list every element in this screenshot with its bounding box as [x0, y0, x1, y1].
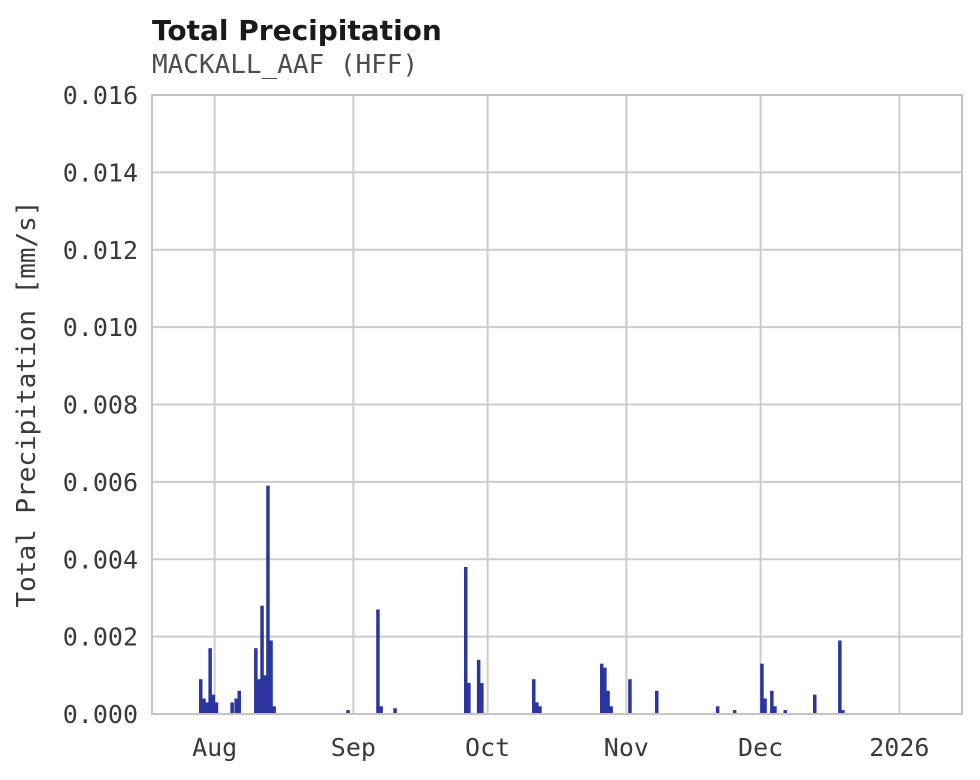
precipitation-bar [199, 679, 203, 714]
precipitation-bar [230, 702, 234, 714]
precipitation-bar [783, 710, 787, 714]
x-tick-label: Oct [465, 733, 510, 762]
precipitation-bar [603, 667, 607, 714]
y-tick-label: 0.012 [63, 236, 138, 265]
precipitation-bar [732, 710, 737, 714]
precipitation-bar [269, 640, 273, 714]
x-tick-label: Dec [738, 733, 783, 762]
y-tick-label: 0.002 [63, 623, 138, 652]
precipitation-bar [214, 702, 219, 714]
precipitation-bar [263, 675, 267, 714]
precipitation-bar [535, 702, 539, 714]
precipitation-bar [655, 690, 659, 714]
precipitation-bar [379, 706, 383, 714]
precipitation-bar [480, 683, 484, 714]
precipitation-bar [211, 694, 216, 714]
precipitation-bar [606, 690, 610, 714]
precipitation-bar [346, 710, 350, 714]
precipitation-bar [628, 679, 632, 714]
y-tick-label: 0.014 [63, 158, 138, 187]
precipitation-bar [532, 679, 536, 714]
precipitation-bar [208, 648, 212, 714]
precipitation-bar [376, 609, 380, 714]
precipitation-bar [770, 690, 774, 714]
precipitation-bar [266, 485, 270, 714]
precipitation-bar [600, 663, 604, 714]
precipitation-bar [205, 702, 209, 714]
precipitation-bar [838, 640, 842, 714]
y-tick-label: 0.000 [63, 700, 138, 729]
precipitation-bar [237, 690, 241, 714]
precipitation-bar [257, 679, 261, 714]
precipitation-bar [538, 706, 542, 714]
x-tick-label: 2026 [869, 733, 929, 762]
chart-subtitle: MACKALL_AAF (HFF) [152, 50, 419, 80]
x-tick-label: Nov [604, 733, 649, 762]
y-tick-label: 0.010 [63, 313, 138, 342]
precipitation-bar [234, 698, 238, 714]
precipitation-bar [260, 605, 264, 714]
x-tick-label: Aug [192, 733, 237, 762]
precipitation-bar [609, 706, 613, 714]
plot-border [151, 94, 963, 715]
precipitation-bar [202, 698, 206, 714]
precipitation-bar [760, 663, 764, 714]
y-tick-label: 0.004 [63, 545, 138, 574]
precipitation-bar [715, 706, 720, 714]
chart-title: Total Precipitation [152, 14, 442, 47]
precipitation-bar [464, 567, 468, 714]
precipitation-bar [763, 698, 767, 714]
precipitation-bar [254, 648, 258, 714]
y-tick-label: 0.006 [63, 468, 138, 497]
y-tick-label: 0.016 [63, 81, 138, 110]
y-tick-label: 0.008 [63, 391, 138, 420]
precipitation-bar [476, 659, 481, 714]
precipitation-bar [813, 694, 817, 714]
precipitation-bar [773, 706, 777, 714]
precipitation-bar [841, 710, 845, 714]
precipitation-bar [467, 683, 471, 714]
precipitation-bar [272, 706, 276, 714]
precipitation-bar [393, 708, 397, 714]
x-tick-label: Sep [331, 733, 376, 762]
